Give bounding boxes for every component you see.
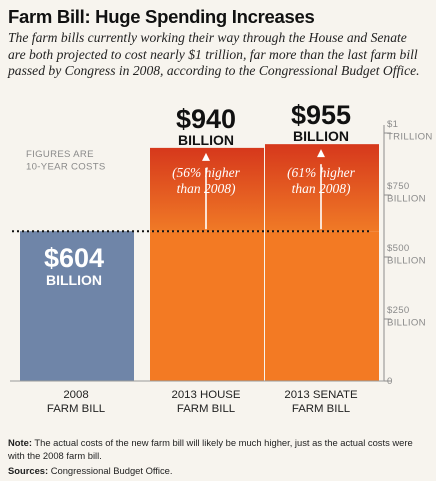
value-label-0: $604 [44, 243, 104, 273]
y-tick-label-3-0: $750 [387, 181, 410, 192]
value-label-1: $940 [176, 104, 236, 134]
y-tick-label-1-1: BILLION [387, 318, 426, 329]
y-tick-label-2-1: BILLION [387, 256, 426, 267]
increase-arrow-head-1 [202, 152, 210, 161]
annotation-line-1: 10-YEAR COSTS [26, 162, 106, 173]
increase-label-1-0: (56% higher [172, 165, 241, 180]
bar-1-base [150, 231, 264, 381]
increase-arrow-head-2 [317, 149, 325, 158]
y-tick-label-2-0: $500 [387, 243, 410, 254]
chart-title: Farm Bill: Huge Spending Increases [8, 6, 315, 27]
y-tick-label-1-0: $250 [387, 305, 410, 316]
bar-2-base [265, 231, 379, 381]
category-label-2-0: 2013 SENATE [284, 389, 358, 401]
note-label: Note: [8, 437, 32, 448]
value-label-2: $955 [291, 100, 351, 130]
note: Note: The actual costs of the new farm b… [8, 437, 428, 462]
sources-label: Sources: [8, 465, 49, 477]
category-label-0-1: FARM BILL [47, 403, 105, 415]
note-text: The actual costs of the new farm bill wi… [8, 437, 413, 461]
bar-2008 [20, 231, 134, 381]
y-tick-label-3-1: BILLION [387, 194, 426, 205]
value-unit-2: BILLION [293, 128, 349, 144]
value-unit-1: BILLION [178, 132, 234, 148]
chart-footer: Note: The actual costs of the new farm b… [8, 437, 428, 481]
value-unit-0: BILLION [46, 272, 102, 288]
bar-1-increase [150, 147, 264, 232]
bar-2-increase [265, 144, 379, 232]
annotation-line-0: FIGURES ARE [26, 149, 94, 160]
sources-text: Congressional Budget Office. [48, 465, 173, 477]
category-label-2-1: FARM BILL [292, 403, 350, 415]
increase-label-2-1: than 2008) [292, 181, 351, 196]
y-tick-label-4-1: TRILLION [387, 132, 433, 143]
chart-subtitle: The farm bills currently working their w… [8, 30, 420, 78]
increase-label-2-0: (61% higher [287, 165, 356, 180]
category-label-0-0: 2008 [63, 389, 88, 401]
category-label-1-0: 2013 HOUSE [171, 389, 240, 401]
y-tick-label-4-0: $1 [387, 119, 398, 130]
category-label-1-1: FARM BILL [177, 403, 235, 415]
increase-label-1-1: than 2008) [177, 181, 236, 196]
y-tick-label-0-0: 0 [387, 376, 393, 387]
sources: Sources: Congressional Budget Office. [8, 465, 428, 478]
